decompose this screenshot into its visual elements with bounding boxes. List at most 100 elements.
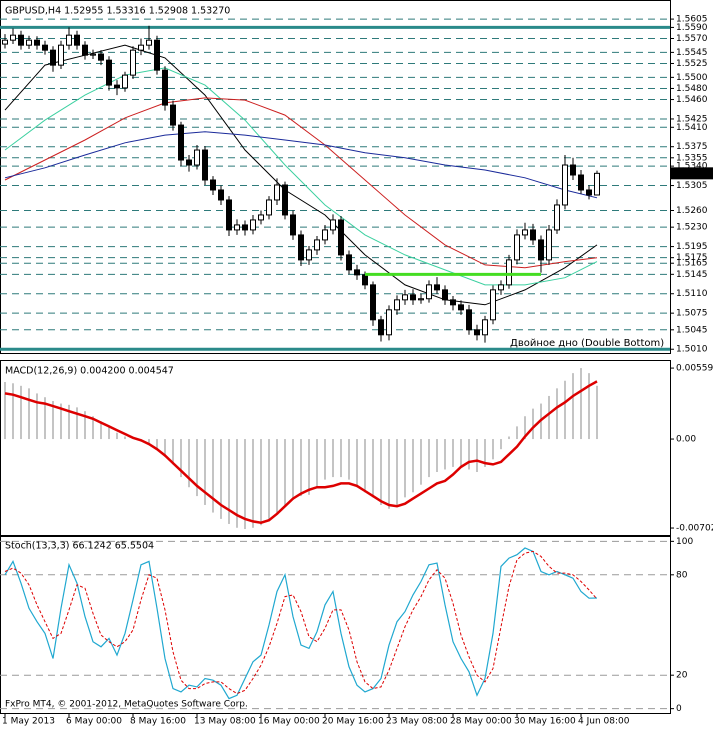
y-tick-label: 1.5230 [676, 223, 708, 233]
candle-body [546, 229, 552, 261]
candle-body [442, 289, 448, 301]
candle-body [386, 309, 392, 336]
candle-body [234, 224, 240, 231]
candle-body [530, 229, 536, 241]
candle-body [466, 309, 472, 331]
candle-body [178, 124, 184, 161]
x-tick-label: 1 May 2013 [2, 717, 55, 727]
candle-body [58, 44, 64, 66]
candle-body [42, 44, 48, 51]
candle-body [18, 34, 24, 46]
y-tick-label: 1.5590 [676, 23, 708, 33]
candle-body [218, 189, 224, 201]
candle-body [298, 234, 304, 261]
x-tick-label: 28 May 00:00 [450, 717, 512, 727]
candle-body [50, 49, 56, 66]
y-tick-label: 1.5075 [676, 309, 708, 319]
candle-body [538, 239, 544, 261]
candle-body [338, 219, 344, 256]
candle-body [378, 319, 384, 336]
candle-body [210, 179, 216, 191]
moving-average [4, 67, 598, 286]
candle-body [138, 44, 144, 51]
y-tick-label: 1.5165 [676, 259, 708, 269]
y-tick-label: 1.5545 [676, 48, 708, 58]
candle-body [66, 34, 72, 46]
candle-body [194, 149, 200, 166]
candle-body [162, 69, 168, 106]
candle-body [322, 229, 328, 241]
candle-body [98, 53, 104, 61]
candle-body [130, 49, 136, 76]
y-tick-label: 1.5460 [676, 95, 708, 105]
candle-body [34, 39, 40, 46]
y-tick-label: 1.5570 [676, 34, 708, 44]
y-tick-label: 1.5605 [676, 15, 708, 25]
panel-frame [0, 360, 671, 537]
candle-body [226, 199, 232, 231]
candle-body [410, 294, 416, 301]
last-price-label: 1.5327 [676, 169, 708, 179]
candle-body [250, 219, 256, 231]
x-tick-label: 16 May 00:00 [258, 717, 320, 727]
candle-body [290, 214, 296, 236]
candle-body [10, 34, 16, 41]
candle-body [346, 254, 352, 271]
candle-body [274, 184, 280, 201]
x-tick-label: 20 May 16:00 [322, 717, 384, 727]
x-tick-label: 6 May 00:00 [66, 717, 122, 727]
candle-body [562, 164, 568, 206]
candle-body [26, 39, 32, 46]
last-price-box [671, 167, 713, 180]
candle-body [330, 219, 336, 231]
candle-body [402, 294, 408, 301]
candle-body [554, 204, 560, 231]
y-tick-label: 1.5480 [676, 84, 708, 94]
moving-average [4, 44, 598, 306]
y-tick-label: 0.005599 [676, 364, 713, 374]
candle-body [258, 214, 264, 221]
candle-body [370, 284, 376, 321]
candle-body [82, 44, 88, 56]
candle-body [306, 249, 312, 261]
candle-body [362, 274, 368, 286]
candle-body [154, 39, 160, 71]
y-tick-label: 1.5145 [676, 270, 708, 280]
panel-title: GBPUSD,H4 1.52955 1.53316 1.52908 1.5327… [5, 6, 230, 17]
candle-body [570, 164, 576, 176]
y-tick-label: 100 [676, 537, 693, 547]
candle-body [522, 229, 528, 236]
panel-frame [0, 0, 671, 354]
macd-signal [4, 380, 598, 524]
panel-frame [0, 535, 671, 714]
candle-body [474, 329, 480, 336]
candle-body [482, 319, 488, 336]
y-tick-label: 1.5375 [676, 142, 708, 152]
candle-body [106, 59, 112, 86]
y-tick-label: 1.5010 [676, 345, 708, 355]
y-tick-label: 1.5110 [676, 289, 708, 299]
candle-body [490, 289, 496, 321]
y-tick-label: 1.5355 [676, 153, 708, 163]
annotation: Двойное дно (Double Bottom) [510, 338, 664, 349]
y-tick-label: 80 [676, 570, 688, 580]
candle-body [578, 174, 584, 191]
y-tick-label: 1.5410 [676, 123, 708, 133]
moving-average [4, 131, 598, 199]
y-tick-label: 1.5045 [676, 325, 708, 335]
y-tick-label: 1.5195 [676, 242, 708, 252]
candle-body [394, 299, 400, 311]
candle-body [2, 39, 8, 45]
candle-body [114, 84, 120, 89]
x-tick-label: 8 May 16:00 [130, 717, 186, 727]
y-tick-label: 1.5175 [676, 253, 708, 263]
stoch-signal [4, 550, 598, 695]
x-tick-label: 4 Jun 08:00 [578, 717, 630, 727]
candle-body [146, 39, 152, 46]
y-tick-label: 1.5305 [676, 181, 708, 191]
candle-body [426, 284, 432, 300]
candle-body [514, 234, 520, 261]
x-tick-label: 30 May 16:00 [514, 717, 576, 727]
